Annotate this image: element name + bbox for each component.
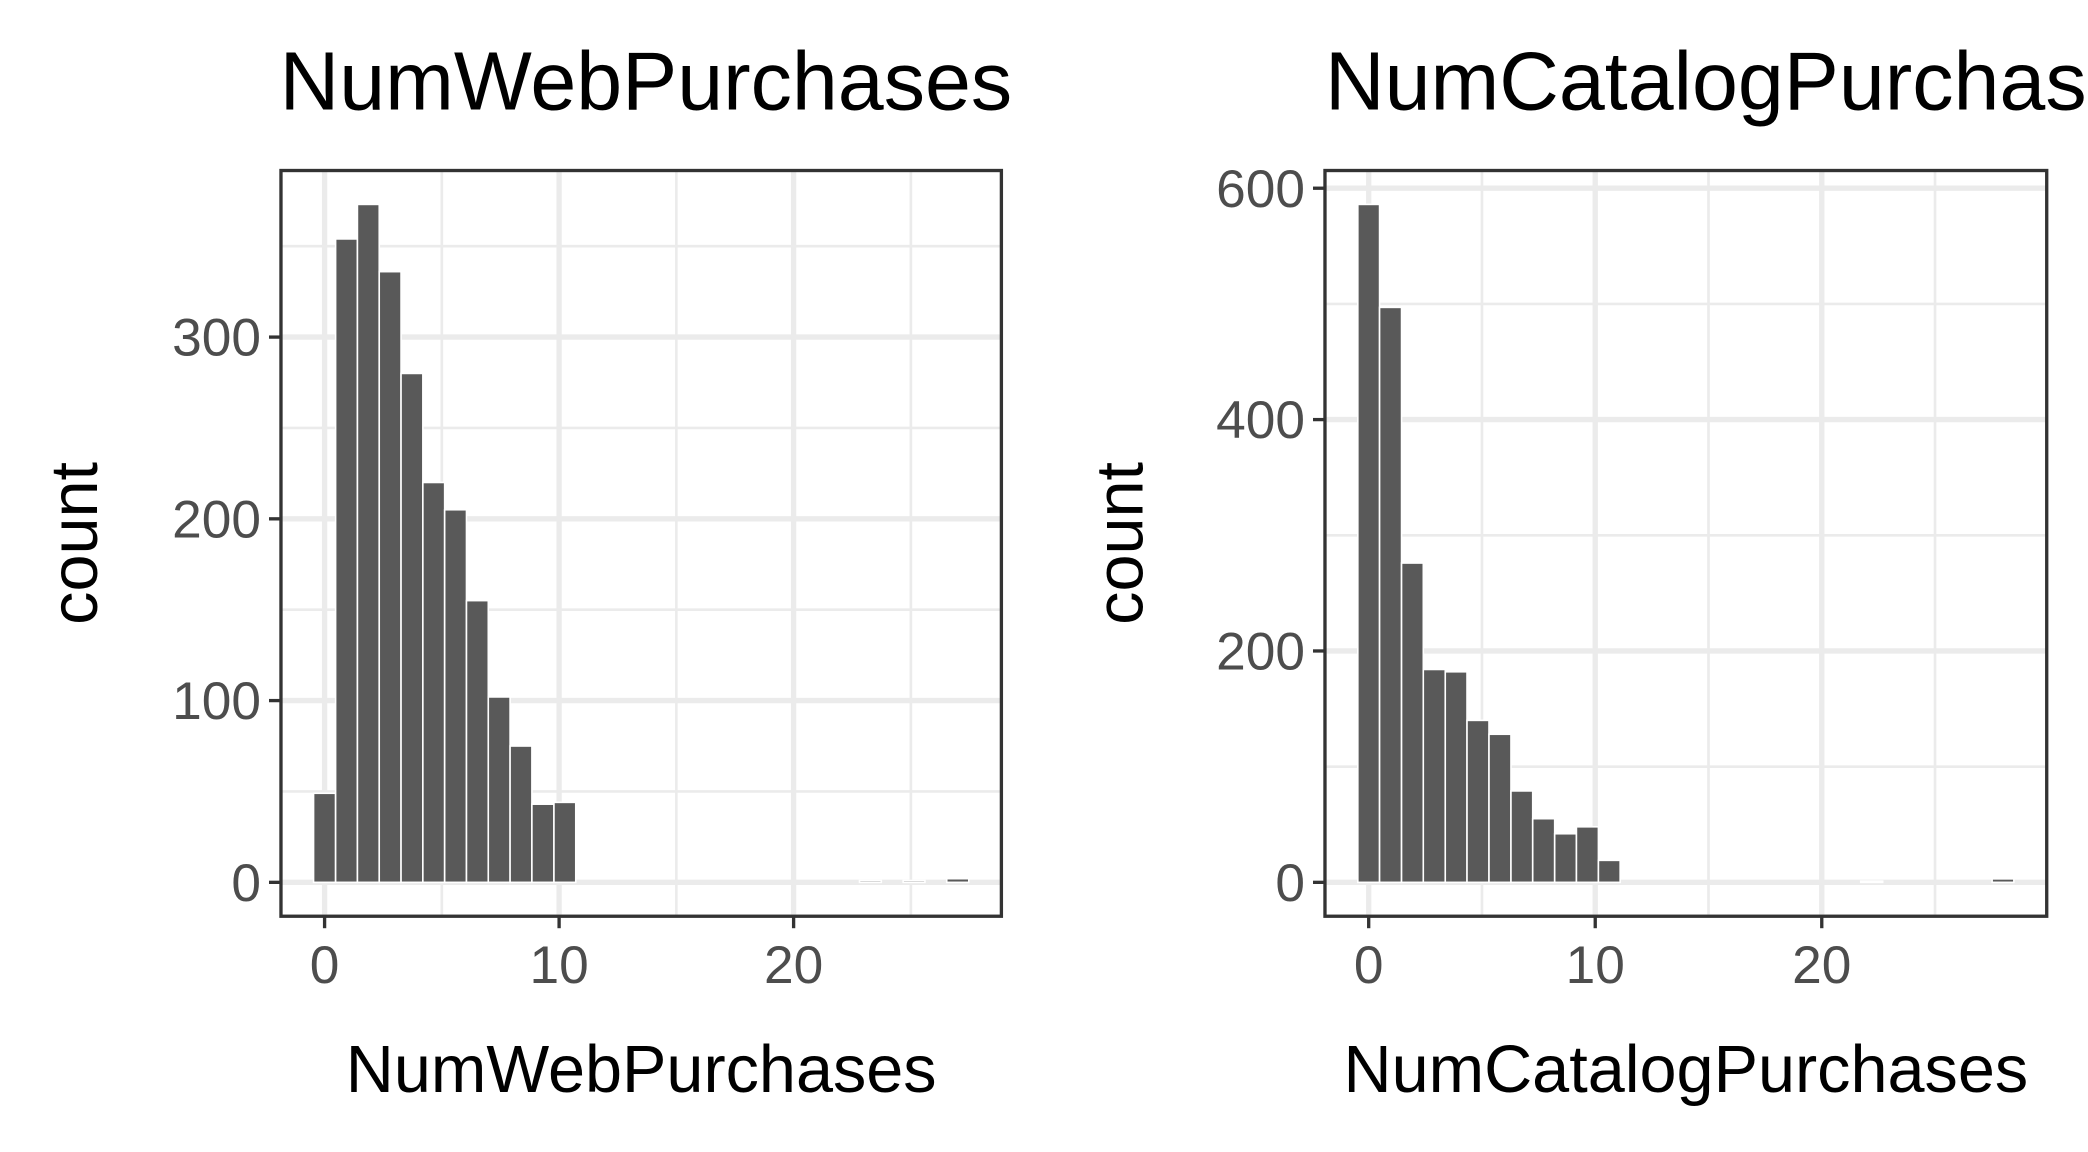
bar bbox=[487, 696, 511, 884]
bar bbox=[443, 508, 468, 884]
bar bbox=[1444, 670, 1468, 884]
bar bbox=[858, 879, 883, 884]
y-tick-label: 0 bbox=[1275, 854, 1305, 913]
y-tick-label: 400 bbox=[1216, 391, 1305, 450]
x-tick-label: 20 bbox=[1792, 936, 1851, 995]
bar bbox=[1378, 306, 1403, 884]
bar bbox=[1510, 790, 1534, 884]
y-tick-label: 600 bbox=[1216, 160, 1305, 219]
bar bbox=[1859, 880, 1884, 884]
bar bbox=[1597, 859, 1621, 884]
bar bbox=[1531, 817, 1556, 884]
x-tick-label: 10 bbox=[529, 936, 588, 995]
bar bbox=[400, 372, 424, 884]
y-tick-label: 200 bbox=[1216, 623, 1305, 682]
y-tick-label: 0 bbox=[231, 854, 261, 913]
bar bbox=[553, 801, 577, 884]
x-tick-label: 0 bbox=[1354, 936, 1384, 995]
bar bbox=[422, 481, 446, 884]
plot-border bbox=[1323, 168, 2049, 918]
x-tick-label: 20 bbox=[764, 936, 823, 995]
bar bbox=[1553, 832, 1578, 884]
bar bbox=[509, 745, 533, 884]
x-axis-title: NumCatalogPurchases bbox=[1344, 1033, 2029, 1107]
bar bbox=[945, 877, 970, 884]
bar bbox=[1400, 562, 1425, 884]
x-tick-label: 10 bbox=[1566, 936, 1625, 995]
bar bbox=[1488, 733, 1512, 884]
bar bbox=[378, 270, 402, 884]
y-tick-label: 300 bbox=[172, 309, 261, 368]
panel: NumCatalogPurchases010200200400600NumCat… bbox=[1084, 35, 2088, 1107]
bar bbox=[312, 792, 337, 884]
bar bbox=[1422, 668, 1447, 884]
y-tick-label: 100 bbox=[172, 672, 261, 731]
y-axis-title: count bbox=[38, 461, 112, 624]
bar bbox=[356, 203, 381, 884]
y-axis-title: count bbox=[1084, 461, 1158, 624]
bar bbox=[902, 879, 926, 884]
bar bbox=[1357, 203, 1381, 884]
x-axis-title: NumWebPurchases bbox=[346, 1033, 937, 1107]
x-tick-label: 0 bbox=[310, 936, 340, 995]
bar bbox=[334, 238, 359, 884]
bar bbox=[1575, 826, 1600, 884]
plot-border bbox=[279, 168, 1004, 918]
y-tick-label: 200 bbox=[172, 490, 261, 549]
bar bbox=[1466, 719, 1490, 884]
chart-title: NumCatalogPurchases bbox=[1325, 35, 2088, 127]
bar bbox=[465, 599, 490, 884]
chart-title: NumWebPurchases bbox=[280, 35, 1013, 127]
bar bbox=[1991, 878, 2015, 884]
bar bbox=[531, 803, 555, 884]
